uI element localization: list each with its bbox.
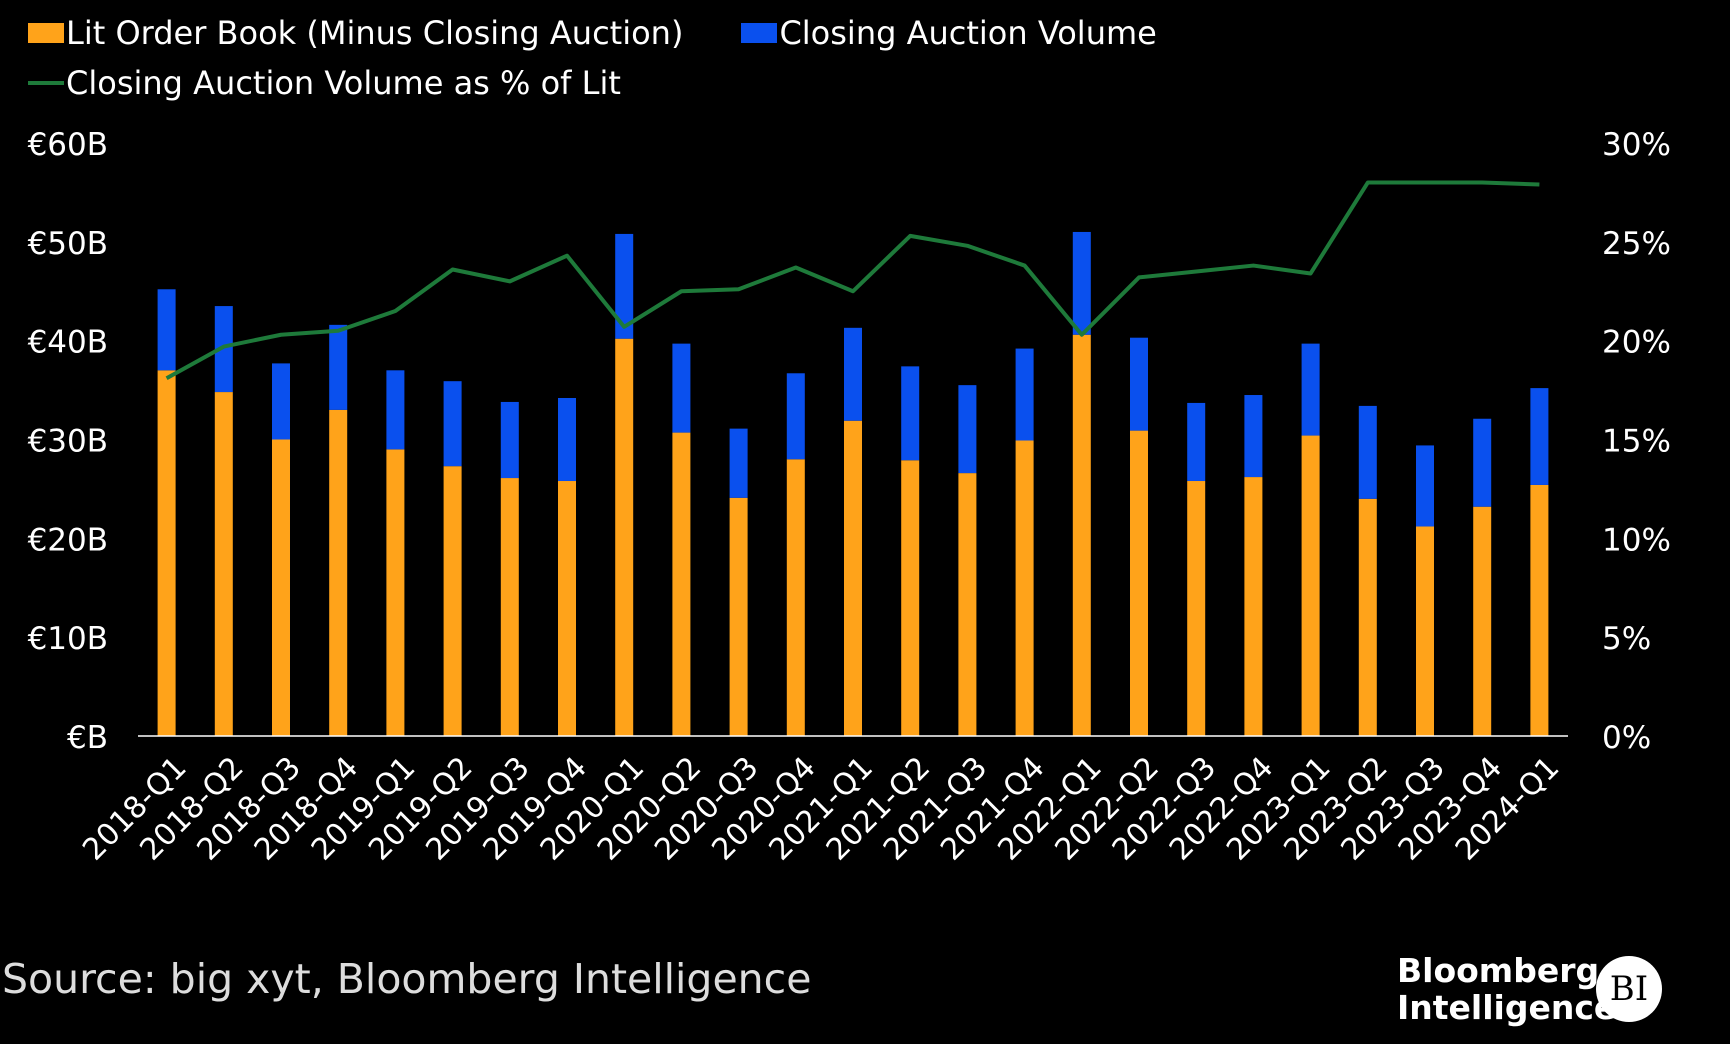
bar-lit [386,449,405,736]
bar-lit [214,392,233,736]
bar-closing [844,327,862,421]
bar-lit [1301,435,1320,736]
bar-lit [1187,481,1206,736]
legend-swatch-pct [28,81,64,85]
legend-item-closing: Closing Auction Volume [741,8,1157,58]
bar-closing [1358,405,1377,499]
legend-item-lit: Lit Order Book (Minus Closing Auction) [28,8,683,58]
y-right-tick-label: 0% [1602,720,1651,756]
y-right-tick-label: 15% [1602,424,1671,460]
bar-lit [901,460,920,736]
bar-lit [1130,430,1148,736]
bar-lit [1015,440,1034,736]
source-note: Source: big xyt, Bloomberg Intelligence [2,955,812,1003]
legend-row-1: Lit Order Book (Minus Closing Auction) C… [28,8,1215,58]
bar-closing [157,289,176,371]
bar-closing [558,397,576,482]
bar-closing [272,363,290,440]
legend-label-pct: Closing Auction Volume as % of Lit [66,64,621,102]
bar-closing [615,233,634,339]
bar-lit [1358,498,1377,736]
y-left-tick-label: €10B [28,621,108,657]
chart: €B €10B €20B €30B €40B €50B €60B 0% 5% 10% 15% 20% 2… [28,127,1671,868]
y-left-tick-label: €30B [28,424,108,460]
bar-closing [786,373,805,460]
bar-lit [1473,506,1492,736]
legend-row-2: Closing Auction Volume as % of Lit [28,58,1215,108]
bar-lit [729,497,748,736]
bar-closing [1473,418,1492,507]
bar-closing [1072,231,1091,335]
bar-closing [1301,343,1320,436]
bar-lit [1416,526,1434,736]
bar-closing [443,381,462,467]
bar-closing [386,370,405,450]
legend-swatch-closing [741,23,778,43]
bar-lit [958,473,977,736]
y-left-tick-label: €50B [28,226,108,262]
bar-closing [1187,402,1206,482]
bar-lit [443,466,462,736]
bar-lit [500,478,519,736]
y-right-tick-label: 10% [1602,522,1671,558]
bar-lit [272,439,290,736]
bar-closing [500,401,519,479]
bar-closing [1530,388,1549,485]
bar-lit [615,338,634,736]
y-left-tick-label: €B [67,720,108,756]
legend-swatch-lit [28,23,64,43]
bar-closing [1244,395,1263,478]
bar-closing [958,385,977,474]
brand-line-2: Intelligence [1397,988,1617,1027]
legend-item-pct: Closing Auction Volume as % of Lit [28,58,621,108]
bar-closing [1130,337,1148,431]
brand-badge: BI [1596,956,1662,1022]
bar-lit [844,420,862,736]
bar-lit [1530,484,1549,736]
bar-lit [157,370,176,736]
y-right-tick-label: 20% [1602,325,1671,361]
brand-wordmark: Bloomberg Intelligence [1397,952,1616,1026]
bar-closing [672,343,691,433]
bar-closing [329,324,348,410]
bar-lit [672,432,691,736]
bar-closing [1015,348,1034,441]
bar-lit [786,459,805,736]
bar-lit [1244,477,1263,736]
bar-closing [214,306,233,393]
bar-closing [901,366,920,461]
y-left-tick-label: €20B [28,522,108,558]
y-right-tick-label: 5% [1602,621,1651,657]
legend-label-closing: Closing Auction Volume [779,14,1157,52]
bar-lit [558,481,576,736]
bar-lit [329,409,348,736]
bar-closing [729,428,748,498]
y-right-tick-label: 30% [1602,127,1671,163]
y-right-tick-label: 25% [1602,226,1671,262]
y-left-tick-label: €40B [28,325,108,361]
y-left-tick-label: €60B [28,127,108,163]
bar-closing [1416,445,1434,527]
legend: Lit Order Book (Minus Closing Auction) C… [28,8,1215,108]
brand-line-1: Bloomberg [1397,951,1600,990]
legend-label-lit: Lit Order Book (Minus Closing Auction) [66,14,684,52]
bar-lit [1072,334,1091,736]
